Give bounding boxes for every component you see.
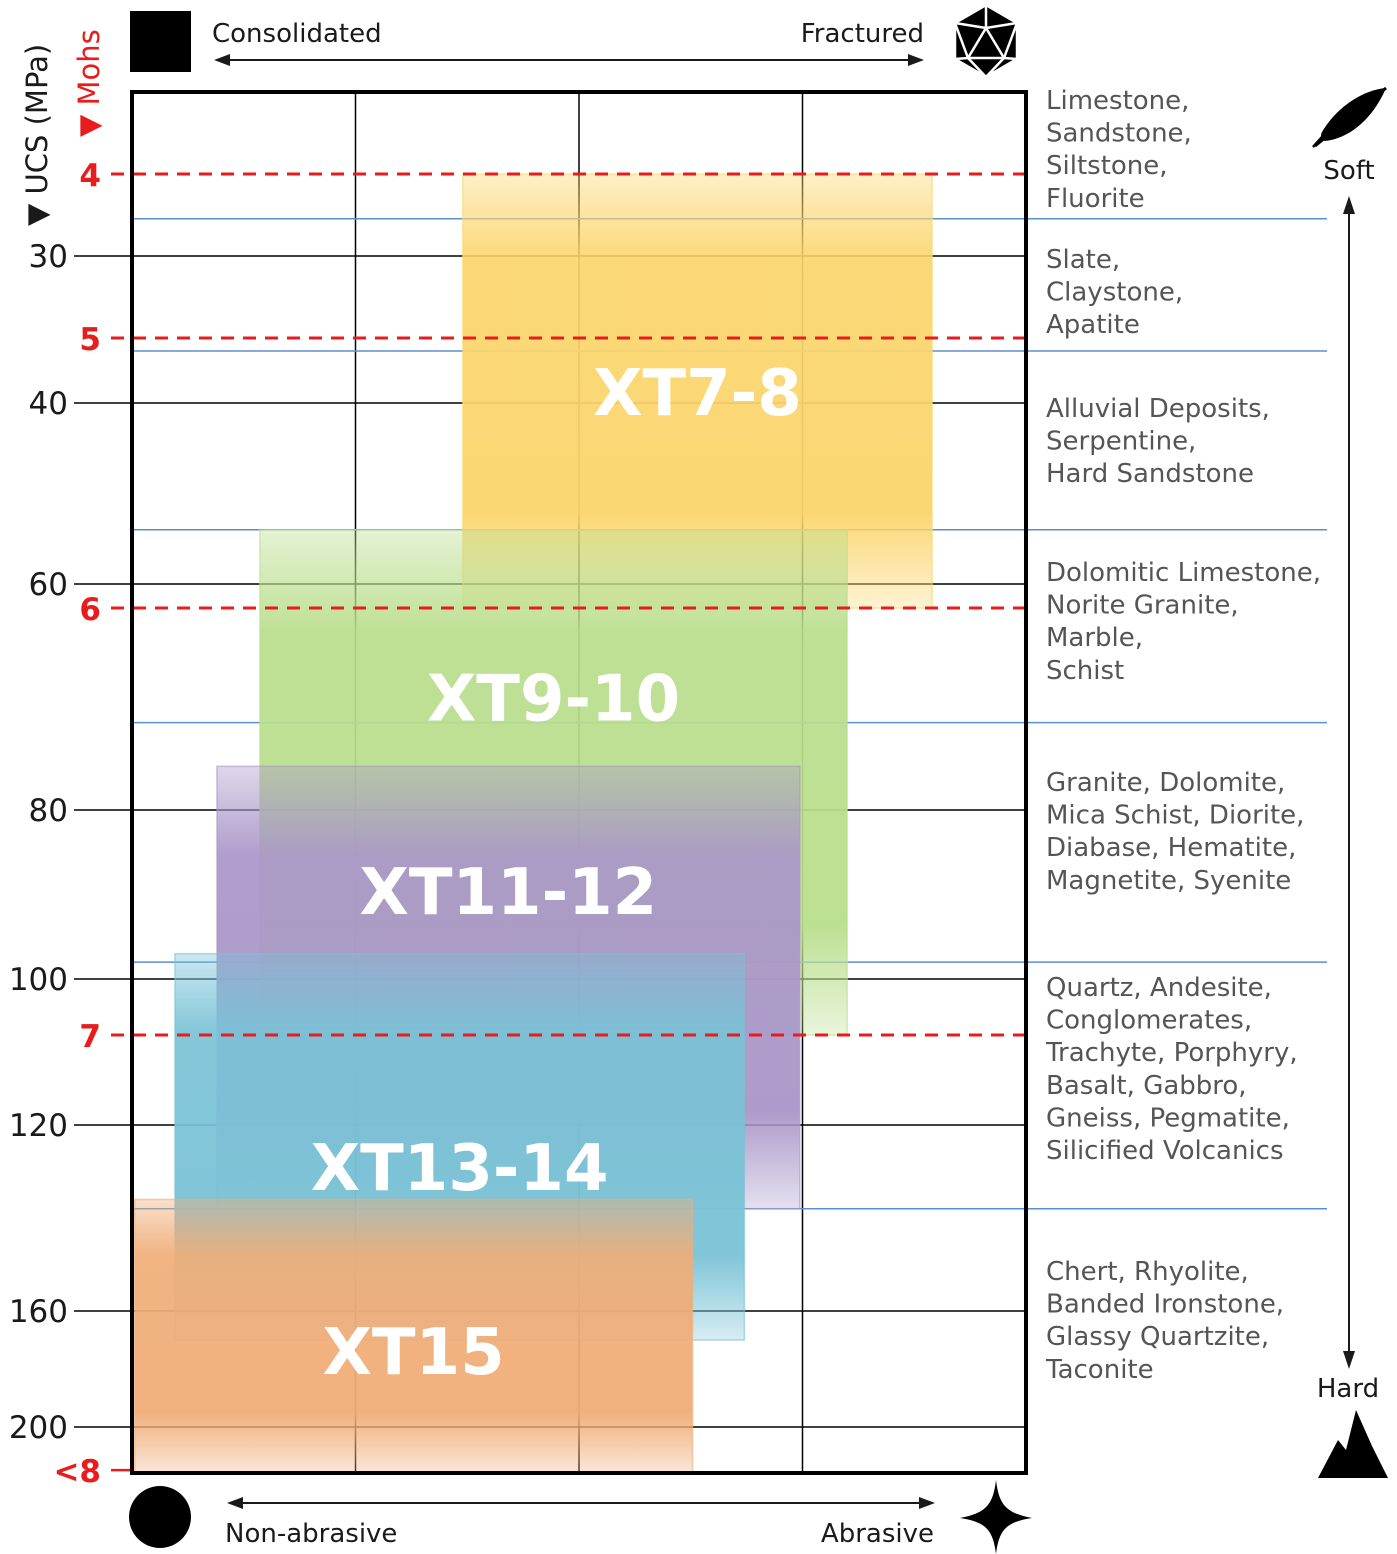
bottom-right-label: Abrasive [821,1519,934,1549]
arrow-down-icon [1343,1351,1355,1369]
ucs-tick-label: 160 [9,1294,68,1330]
hard-label: Hard [1317,1374,1379,1404]
ucs-tick-label: 80 [29,793,68,829]
y-axis-ticks: 4 5 6 7 <8 30 40 60 80 100 120 160 200 [9,158,101,1490]
ucs-tick-label: 40 [29,386,68,422]
product-label: XT11-12 [360,856,658,930]
rock-type-line: Banded Ironstone, [1046,1290,1284,1320]
mohs-tick-label: 7 [79,1019,101,1055]
hardness-scale: Soft Hard [1312,86,1388,1478]
rock-group: Granite, Dolomite,Mica Schist, Diorite,D… [1046,768,1304,896]
rock-type-line: Serpentine, [1046,427,1196,457]
rock-types: Limestone,Sandstone,Siltstone,Fluorite Sl… [1045,86,1321,1385]
soft-label: Soft [1323,156,1374,186]
rock-group: Quartz, Andesite,Conglomerates,Trachyte,… [1045,973,1298,1166]
mohs-tick-label: 6 [79,592,101,628]
circle-icon [129,1486,191,1548]
top-right-label: Fractured [801,19,924,49]
mohs-tick-label: <8 [53,1454,101,1490]
four-point-star-icon [960,1480,1032,1554]
rock-type-line: Limestone, [1046,86,1189,116]
rock-type-line: Siltstone, [1046,151,1168,181]
plot-frame [130,90,1028,1475]
bottom-arrow [227,1497,935,1509]
rock-group: Slate,Claystone,Apatite [1046,245,1183,340]
rock-type-line: Norite Granite, [1046,591,1239,621]
ucs-tick-label: 100 [9,962,68,998]
rock-type-line: Apatite [1046,310,1140,340]
rock-type-line: Trachyte, Porphyry, [1045,1038,1298,1068]
rock-type-line: Sandstone, [1046,119,1192,149]
rock-type-line: Diabase, Hematite, [1046,833,1296,863]
ucs-tick-label: 200 [9,1410,68,1446]
rock-type-line: Hard Sandstone [1046,459,1254,489]
product-ranges [133,173,933,1474]
product-label: XT15 [323,1316,505,1390]
rock-type-line: Chert, Rhyolite, [1046,1257,1249,1287]
mohs-tick-label: 5 [79,322,101,358]
rock-group: Chert, Rhyolite,Banded Ironstone,Glassy … [1045,1257,1284,1385]
ucs-axis-label: ▼ UCS (MPa) [20,44,54,226]
bottom-axis: Non-abrasive Abrasive [129,1480,1032,1554]
product-labels: XT7-8 XT9-10 XT11-12 XT13-14 XT15 [311,357,802,1390]
top-arrow [214,54,924,66]
product-label: XT13-14 [311,1132,609,1206]
product-range-xt15 [133,1198,694,1474]
ucs-tick-label: 30 [29,239,68,275]
rock-type-line: Quartz, Andesite, [1046,973,1272,1003]
rock-type-line: Marble, [1046,623,1143,653]
feather-icon [1312,86,1387,148]
rock-type-line: Conglomerates, [1046,1006,1252,1036]
square-icon [130,11,191,72]
mohs-axis-label: ▼ Mohs [72,29,106,137]
ucs-tick-label: 120 [9,1108,68,1144]
rock-type-line: Glassy Quartzite, [1046,1322,1269,1352]
product-label: XT7-8 [593,357,802,431]
bottom-left-label: Non-abrasive [225,1519,397,1549]
product-label: XT9-10 [427,662,680,736]
rock-type-line: Slate, [1046,245,1120,275]
rock-group: Limestone,Sandstone,Siltstone,Fluorite [1046,86,1192,214]
rock-type-line: Granite, Dolomite, [1046,768,1285,798]
top-axis: Consolidated Fractured [130,3,1019,79]
icosahedron-icon [953,3,1019,79]
mohs-lines [111,172,1026,1472]
rock-type-line: Magnetite, Syenite [1046,866,1291,896]
rock-type-line: Claystone, [1046,278,1183,308]
rock-type-line: Taconite [1045,1355,1154,1385]
rock-type-line: Schist [1046,656,1124,686]
mountain-icon [1318,1410,1388,1478]
rock-type-line: Dolomitic Limestone, [1046,558,1321,588]
rock-type-line: Alluvial Deposits, [1046,394,1270,424]
rock-type-line: Silicified Volcanics [1046,1136,1284,1166]
ucs-tick-label: 60 [29,567,68,603]
rock-type-line: Gneiss, Pegmatite, [1046,1103,1290,1133]
top-left-label: Consolidated [212,19,382,49]
rock-group: Dolomitic Limestone,Norite Granite,Marbl… [1046,558,1321,686]
arrow-up-icon [1343,196,1355,214]
rock-type-line: Basalt, Gabbro, [1046,1071,1247,1101]
mohs-tick-label: 4 [79,158,101,194]
rock-type-line: Mica Schist, Diorite, [1046,801,1304,831]
y-axis-title: ▼ UCS (MPa) ▼ Mohs [20,29,106,226]
rock-group: Alluvial Deposits,Serpentine,Hard Sandst… [1046,394,1270,489]
rock-type-line: Fluorite [1046,184,1145,214]
